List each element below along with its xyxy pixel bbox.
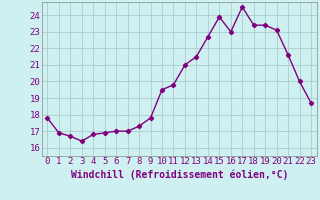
X-axis label: Windchill (Refroidissement éolien,°C): Windchill (Refroidissement éolien,°C) (70, 169, 288, 180)
